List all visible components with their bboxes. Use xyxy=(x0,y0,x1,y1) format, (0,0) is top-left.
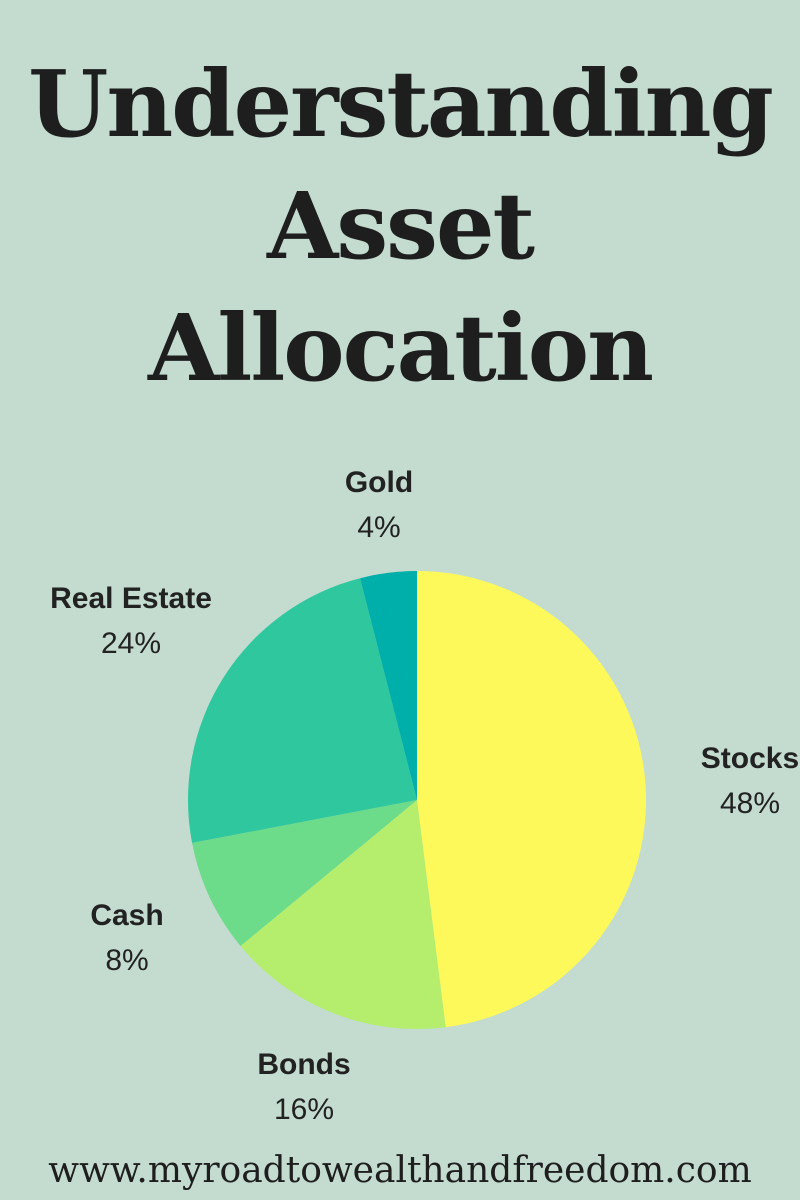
slice-percent: 24% xyxy=(101,627,161,660)
slice-percent: 8% xyxy=(105,944,148,977)
slice-label: Real Estate xyxy=(50,582,212,615)
pie-slice-gold xyxy=(360,571,417,800)
pie-slice-cash xyxy=(192,800,417,946)
title-line-2: Asset xyxy=(267,172,535,280)
website-url: www.myroadtowealthandfreedom.com xyxy=(48,1150,752,1191)
slice-percent: 16% xyxy=(274,1093,334,1126)
slice-label: Gold xyxy=(345,466,413,499)
pie-slice-real-estate xyxy=(188,578,417,843)
pie-slice-stocks xyxy=(417,571,646,1028)
title-line-3: Allocation xyxy=(148,294,654,402)
slice-percent: 4% xyxy=(357,511,400,544)
slice-label: Stocks xyxy=(701,742,799,775)
slice-label: Bonds xyxy=(257,1048,350,1081)
slice-percent: 48% xyxy=(720,787,780,820)
title-line-1: Understanding xyxy=(28,50,774,158)
pie-slice-bonds xyxy=(240,800,446,1029)
slice-label: Cash xyxy=(90,899,163,932)
